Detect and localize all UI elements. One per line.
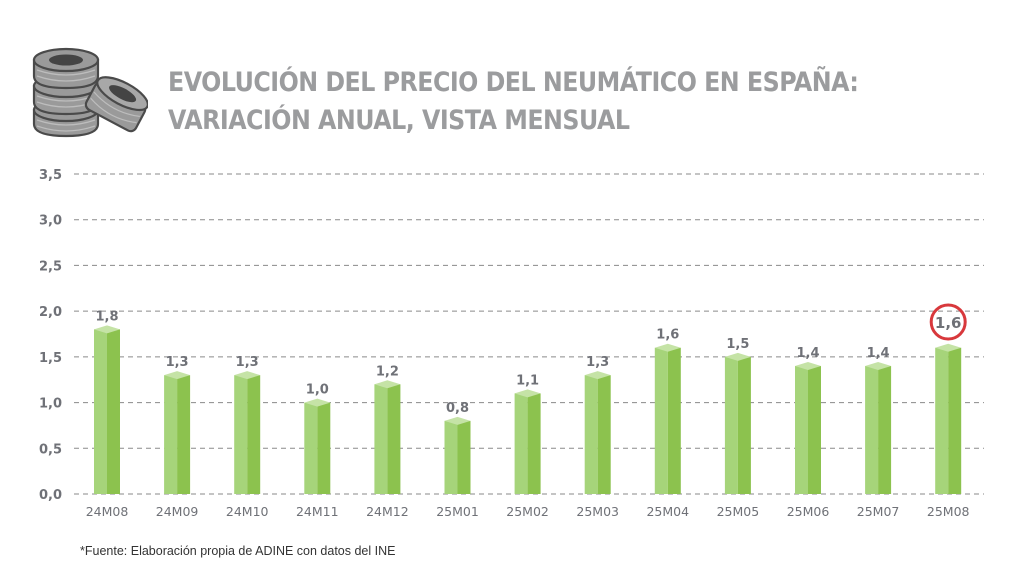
bar-side-face: [808, 366, 821, 494]
bar-top-cap: [164, 371, 191, 380]
data-label: 1,3: [586, 355, 609, 370]
chart-title: EVOLUCIÓN DEL PRECIO DEL NEUMÁTICO EN ES…: [168, 64, 859, 140]
y-tick-label: 2,5: [39, 259, 62, 274]
bar-front-face: [795, 366, 808, 494]
y-tick-label: 3,5: [39, 168, 62, 183]
x-tick-label: 24M12: [366, 504, 409, 519]
data-labels: 1,8 1,3 1,3 1,0 1,2 0,8 1,1 1,3 1,6 1,5 1,4 1,4 1,6: [95, 309, 961, 415]
y-tick-label: 0,5: [39, 442, 62, 457]
bars: [94, 325, 962, 494]
bar: [724, 352, 751, 494]
bar-top-cap: [514, 389, 541, 398]
bar-top-cap: [94, 325, 120, 334]
x-tick-label: 25M07: [857, 504, 900, 519]
x-tick-label: 25M08: [927, 504, 970, 519]
bar: [304, 398, 331, 494]
data-label: 1,3: [236, 355, 259, 370]
data-label: 1,5: [726, 337, 749, 352]
x-tick-label: 24M09: [156, 504, 199, 519]
data-label: 1,1: [516, 373, 539, 388]
data-label: 1,4: [796, 346, 819, 361]
y-axis-ticks: 0,0 0,5 1,0 1,5 2,0 2,5 3,0 3,5: [39, 168, 62, 503]
highlight-circle: [929, 303, 967, 341]
bar-top-cap: [865, 362, 892, 370]
bar-top-cap: [234, 371, 261, 380]
bar-side-face: [878, 366, 892, 494]
annotations: [929, 303, 967, 341]
x-tick-label: 25M06: [787, 504, 830, 519]
tire-stack-icon: [32, 47, 148, 138]
bar-front-face: [374, 384, 388, 494]
bar-side-face: [107, 329, 120, 494]
bar-side-face: [667, 347, 681, 494]
x-tick-label: 25M05: [717, 504, 760, 519]
data-label: 0,8: [446, 401, 469, 416]
y-tick-label: 1,5: [39, 351, 62, 366]
bar: [94, 325, 120, 494]
bar: [935, 343, 962, 494]
bar: [374, 380, 401, 494]
bar-side-face: [247, 375, 261, 494]
x-tick-label: 24M10: [226, 504, 269, 519]
x-tick-label: 25M03: [576, 504, 619, 519]
bar-front-face: [865, 366, 879, 494]
bar-side-face: [177, 375, 191, 494]
bar: [164, 371, 191, 494]
bar-top-cap: [724, 352, 751, 361]
bar-side-face: [737, 356, 751, 494]
bar-front-face: [724, 356, 738, 494]
x-tick-label: 24M08: [86, 504, 129, 519]
bar-side-face: [527, 393, 541, 494]
bar: [444, 416, 471, 494]
bar-front-face: [164, 375, 178, 494]
bar: [514, 389, 541, 494]
bar-top-cap: [935, 343, 962, 352]
chart-title-line1: EVOLUCIÓN DEL PRECIO DEL NEUMÁTICO EN ES…: [168, 67, 859, 98]
bar-front-face: [304, 402, 318, 494]
chart-title-line2: VARIACIÓN ANUAL, VISTA MENSUAL: [168, 105, 630, 136]
bar-front-face: [935, 347, 949, 494]
bar-front-face: [94, 329, 107, 494]
bar: [654, 343, 681, 494]
x-axis-ticks: 24M08 24M09 24M10 24M11 24M12 25M01 25M02 25M03…: [86, 504, 970, 519]
x-tick-label: 25M02: [506, 504, 549, 519]
x-tick-label: 24M11: [296, 504, 339, 519]
data-label: 1,3: [166, 355, 189, 370]
bar-front-face: [444, 420, 458, 494]
bar-side-face: [457, 420, 471, 494]
bar-top-cap: [654, 343, 681, 352]
data-label: 1,0: [306, 383, 329, 398]
bar-side-face: [948, 347, 962, 494]
bar-front-face: [234, 375, 248, 494]
bar-side-face: [597, 375, 611, 494]
bar-top-cap: [304, 398, 331, 407]
data-label: 1,6: [656, 328, 679, 343]
bar-top-cap: [374, 380, 401, 389]
bar-front-face: [584, 375, 598, 494]
bar-side-face: [317, 402, 331, 494]
y-tick-label: 2,0: [39, 305, 62, 320]
source-note: *Fuente: Elaboración propia de ADINE con…: [80, 544, 396, 558]
y-tick-label: 0,0: [39, 488, 62, 503]
data-label: 1,2: [376, 364, 399, 379]
bar-top-cap: [584, 371, 611, 380]
y-tick-label: 3,0: [39, 214, 62, 229]
x-tick-label: 25M04: [646, 504, 689, 519]
bar-top-cap: [444, 416, 471, 425]
data-label: 1,8: [95, 309, 118, 324]
x-tick-label: 25M01: [436, 504, 479, 519]
bar-front-face: [654, 347, 668, 494]
bar-top-cap: [795, 362, 821, 370]
bar: [795, 362, 821, 494]
bar: [234, 371, 261, 494]
bar: [865, 362, 892, 494]
bar: [584, 371, 611, 494]
bar-side-face: [387, 384, 401, 494]
data-label: 1,4: [867, 346, 890, 361]
data-label: 1,6: [935, 314, 962, 332]
y-tick-label: 1,0: [39, 397, 62, 412]
bar-front-face: [514, 393, 528, 494]
